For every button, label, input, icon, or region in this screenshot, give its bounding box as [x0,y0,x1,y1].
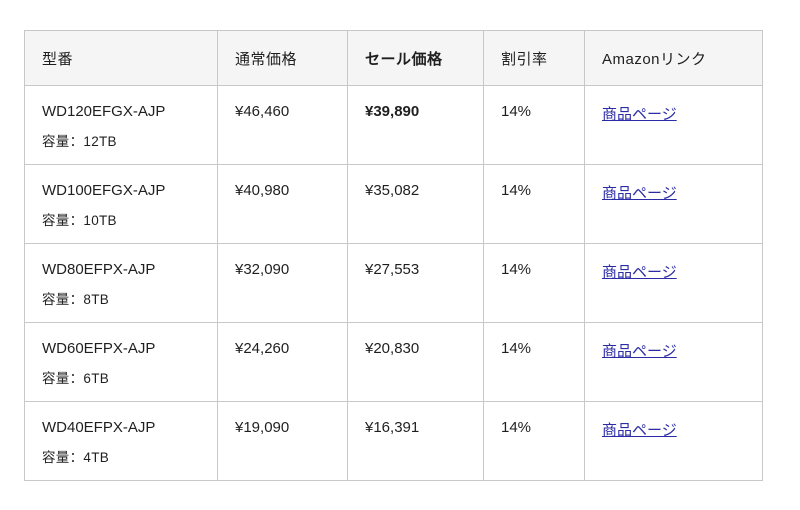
capacity-label: 容量：8TB [42,292,110,307]
product-page-link[interactable]: 商品ページ [602,264,677,281]
regular-price-cell: ¥32,090 [217,243,348,323]
amazon-link-cell: 商品ページ [584,85,763,165]
sale-price-cell: ¥20,830 [347,322,484,402]
model-number: WD80EFPX-AJP [42,261,156,278]
table-row: WD100EFGX-AJP 容量：10TB ¥40,980 ¥35,082 14… [24,164,763,244]
model-number: WD100EFGX-AJP [42,182,166,199]
header-regular-price: 通常価格 [217,30,348,86]
price-table-container: 型番 通常価格 セール価格 割引率 Amazonリンク WD120EFGX-AJ… [24,30,763,481]
regular-price-cell: ¥40,980 [217,164,348,244]
product-page-link[interactable]: 商品ページ [602,343,677,360]
model-cell: WD60EFPX-AJP 容量：6TB [24,322,218,402]
discount-cell: 14% [483,164,585,244]
capacity-label: 容量：6TB [42,371,110,386]
header-model: 型番 [24,30,218,86]
table-row: WD60EFPX-AJP 容量：6TB ¥24,260 ¥20,830 14% … [24,322,763,402]
table-row: WD80EFPX-AJP 容量：8TB ¥32,090 ¥27,553 14% … [24,243,763,323]
model-cell: WD40EFPX-AJP 容量：4TB [24,401,218,481]
table-row: WD40EFPX-AJP 容量：4TB ¥19,090 ¥16,391 14% … [24,401,763,481]
capacity-label: 容量：10TB [42,213,117,228]
product-page-link[interactable]: 商品ページ [602,422,677,439]
regular-price-cell: ¥24,260 [217,322,348,402]
model-number: WD60EFPX-AJP [42,340,156,357]
header-sale-price: セール価格 [347,30,484,86]
sale-price-cell: ¥27,553 [347,243,484,323]
amazon-link-cell: 商品ページ [584,322,763,402]
discount-cell: 14% [483,322,585,402]
regular-price-cell: ¥46,460 [217,85,348,165]
model-cell: WD120EFGX-AJP 容量：12TB [24,85,218,165]
regular-price-cell: ¥19,090 [217,401,348,481]
discount-cell: 14% [483,243,585,323]
model-number: WD120EFGX-AJP [42,103,166,120]
header-discount: 割引率 [483,30,585,86]
discount-cell: 14% [483,401,585,481]
sale-price-cell: ¥39,890 [347,85,484,165]
capacity-label: 容量：4TB [42,450,110,465]
header-row: 型番 通常価格 セール価格 割引率 Amazonリンク [24,30,763,86]
sale-price-cell: ¥35,082 [347,164,484,244]
header-amazon-link: Amazonリンク [584,30,763,86]
capacity-label: 容量：12TB [42,134,117,149]
product-page-link[interactable]: 商品ページ [602,106,677,123]
product-page-link[interactable]: 商品ページ [602,185,677,202]
amazon-link-cell: 商品ページ [584,401,763,481]
amazon-link-cell: 商品ページ [584,243,763,323]
price-table: 型番 通常価格 セール価格 割引率 Amazonリンク WD120EFGX-AJ… [24,30,763,481]
model-number: WD40EFPX-AJP [42,419,156,436]
amazon-link-cell: 商品ページ [584,164,763,244]
model-cell: WD80EFPX-AJP 容量：8TB [24,243,218,323]
table-row: WD120EFGX-AJP 容量：12TB ¥46,460 ¥39,890 14… [24,85,763,165]
sale-price-cell: ¥16,391 [347,401,484,481]
model-cell: WD100EFGX-AJP 容量：10TB [24,164,218,244]
discount-cell: 14% [483,85,585,165]
